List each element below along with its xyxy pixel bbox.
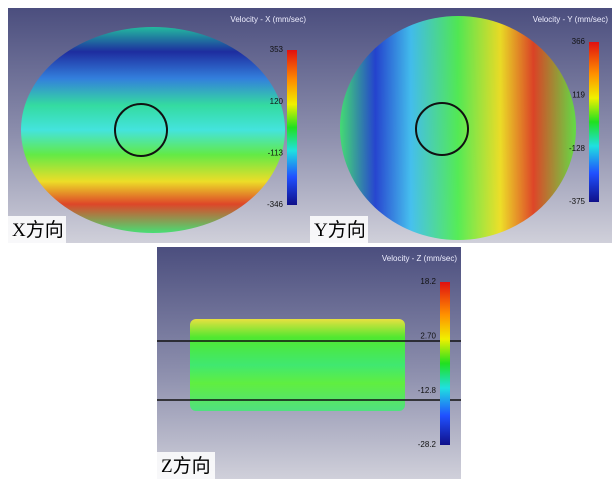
colorbar-tick-label: 2.70 bbox=[420, 331, 436, 340]
panel-title: Velocity - Z (mm/sec) bbox=[382, 254, 457, 263]
panel-title: Velocity - Y (mm/sec) bbox=[533, 15, 609, 24]
colorbar-tick-label: 119 bbox=[572, 90, 585, 99]
colorbar bbox=[589, 42, 599, 202]
colorbar-tick-label: -113 bbox=[268, 148, 284, 157]
colorbar-tick-label: 353 bbox=[270, 45, 284, 54]
colorbar-tick-label: 366 bbox=[572, 37, 586, 46]
colorbar bbox=[287, 50, 297, 205]
panel-y: Velocity - Y (mm/sec) 366 119 -128 -375 Y方向 bbox=[310, 8, 612, 243]
panel-title: Velocity - X (mm/sec) bbox=[230, 15, 306, 24]
velocity-field bbox=[190, 319, 405, 411]
panel-x: Velocity - X (mm/sec) 353 120 -113 -346 X方向 bbox=[8, 8, 310, 243]
colorbar-tick-label: -346 bbox=[267, 200, 284, 209]
colorbar-tick-label: -375 bbox=[569, 197, 586, 206]
figure: Velocity - X (mm/sec) 353 120 -113 -346 X方向 V… bbox=[0, 0, 612, 479]
panel-label: X方向 bbox=[12, 219, 64, 241]
panel-label: Z方向 bbox=[161, 455, 211, 477]
colorbar-tick-label: 120 bbox=[270, 97, 284, 106]
colorbar-tick-label: -28.2 bbox=[418, 440, 437, 449]
panel-z: Velocity - Z (mm/sec) 18.2 2.70 -12.8 -28.2 Z… bbox=[157, 247, 461, 479]
colorbar-tick-label: -12.8 bbox=[418, 386, 437, 395]
colorbar-tick-label: 18.2 bbox=[420, 277, 436, 286]
velocity-field bbox=[340, 16, 576, 240]
colorbar-tick-label: -128 bbox=[569, 144, 586, 153]
velocity-field bbox=[21, 27, 285, 233]
colorbar bbox=[440, 282, 450, 445]
panel-label: Y方向 bbox=[314, 219, 366, 241]
